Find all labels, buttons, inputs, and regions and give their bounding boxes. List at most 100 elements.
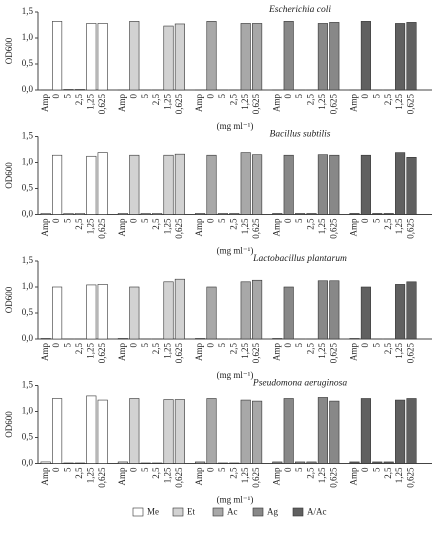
bar xyxy=(395,284,406,340)
chart-title: Lactobacillus plantarum xyxy=(252,254,347,264)
y-tick-label: 1,5 xyxy=(22,255,34,265)
bar xyxy=(295,461,306,464)
x-tick-label: 2,5 xyxy=(74,94,84,106)
x-tick-label: 2,5 xyxy=(228,343,238,355)
x-tick-label: 1,25 xyxy=(240,94,250,110)
bar xyxy=(329,400,340,464)
bar xyxy=(395,23,406,91)
x-tick-label: 2,5 xyxy=(306,467,316,479)
x-tick-label: 5 xyxy=(371,343,381,348)
x-tick-label: 0,625 xyxy=(251,94,261,115)
y-axis-label: OD600 xyxy=(4,411,14,438)
chart-title: Bacillus subtilis xyxy=(270,130,331,140)
bar xyxy=(240,23,251,91)
bar xyxy=(129,21,140,91)
x-tick-label: 5 xyxy=(140,94,150,99)
legend-label: Ag xyxy=(267,507,278,517)
legend-swatch xyxy=(132,507,144,517)
bar xyxy=(129,286,140,340)
x-tick-label: 0 xyxy=(283,94,293,99)
x-tick-label: 1,25 xyxy=(317,94,327,110)
x-tick-label: 0 xyxy=(128,94,138,99)
bar xyxy=(360,154,371,215)
x-tick-label: 0 xyxy=(360,467,370,472)
bar xyxy=(240,399,251,464)
x-tick-label: 2,5 xyxy=(228,467,238,479)
bar xyxy=(295,213,306,215)
x-tick-label: 5 xyxy=(294,94,304,99)
bar xyxy=(97,284,108,340)
bar xyxy=(283,154,294,215)
bar xyxy=(163,154,174,215)
bar xyxy=(63,462,74,464)
bar xyxy=(206,398,217,464)
bar xyxy=(174,399,185,464)
y-tick-label: 1,0 xyxy=(22,281,34,291)
bar xyxy=(117,213,128,215)
bar xyxy=(174,23,185,91)
x-tick-label: 2,5 xyxy=(151,94,161,106)
bar xyxy=(329,22,340,91)
x-tick-label: Amp xyxy=(117,218,127,237)
x-tick-label: 5 xyxy=(63,343,73,348)
x-tick-label: 1,25 xyxy=(240,343,250,359)
x-tick-label: 0,625 xyxy=(406,94,416,115)
x-tick-label: 0,625 xyxy=(97,467,107,488)
x-tick-label: 2,5 xyxy=(383,218,393,230)
x-tick-label: 0 xyxy=(360,94,370,99)
y-tick-label: 1,5 xyxy=(22,131,34,141)
y-tick-label: 0,0 xyxy=(22,458,34,468)
bar xyxy=(52,286,63,340)
x-tick-label: 1,25 xyxy=(85,94,95,110)
x-tick-label: Amp xyxy=(349,467,359,486)
bar xyxy=(317,154,328,215)
x-tick-label: 0,625 xyxy=(406,218,416,239)
bar xyxy=(40,213,51,215)
bar xyxy=(86,155,97,215)
y-tick-label: 1,5 xyxy=(22,380,34,390)
x-tick-label: 1,25 xyxy=(394,467,404,483)
x-tick-label: 0 xyxy=(128,343,138,348)
y-tick-label: 0,5 xyxy=(22,432,34,442)
bar xyxy=(252,279,263,340)
x-axis-label: (mg ml⁻¹) xyxy=(217,121,254,131)
x-tick-label: 1,25 xyxy=(394,343,404,359)
bar xyxy=(329,154,340,215)
bar xyxy=(86,395,97,464)
x-tick-label: 2,5 xyxy=(151,218,161,230)
bar xyxy=(240,281,251,340)
bar xyxy=(163,281,174,340)
bar xyxy=(283,21,294,91)
y-axis-label: OD600 xyxy=(4,162,14,189)
bar xyxy=(395,152,406,215)
x-tick-label: 1,25 xyxy=(163,343,173,359)
x-tick-label: 5 xyxy=(371,467,381,472)
x-tick-label: 5 xyxy=(63,94,73,99)
bar xyxy=(52,398,63,464)
x-axis-label: (mg ml⁻¹) xyxy=(217,246,254,256)
bar xyxy=(272,338,283,340)
bar xyxy=(63,213,74,215)
bar xyxy=(360,21,371,91)
bar xyxy=(272,461,283,464)
x-tick-label: 0 xyxy=(51,467,61,472)
x-tick-label: 0,625 xyxy=(328,467,338,488)
bar xyxy=(140,462,151,464)
bar xyxy=(206,154,217,215)
bar xyxy=(406,281,417,340)
bar xyxy=(229,213,240,215)
y-axis-label: OD600 xyxy=(4,37,14,64)
bar xyxy=(349,338,360,340)
x-tick-label: 5 xyxy=(140,218,150,223)
bar xyxy=(383,213,394,215)
bar xyxy=(97,399,108,464)
y-tick-label: 0,5 xyxy=(22,183,34,193)
x-tick-label: 0,625 xyxy=(251,467,261,488)
bar xyxy=(206,21,217,91)
x-tick-label: 5 xyxy=(371,218,381,223)
x-tick-label: Amp xyxy=(349,343,359,362)
x-tick-label: 0,625 xyxy=(174,467,184,488)
x-tick-label: Amp xyxy=(194,94,204,113)
x-tick-label: 1,25 xyxy=(394,94,404,110)
x-tick-label: 0,625 xyxy=(406,343,416,364)
